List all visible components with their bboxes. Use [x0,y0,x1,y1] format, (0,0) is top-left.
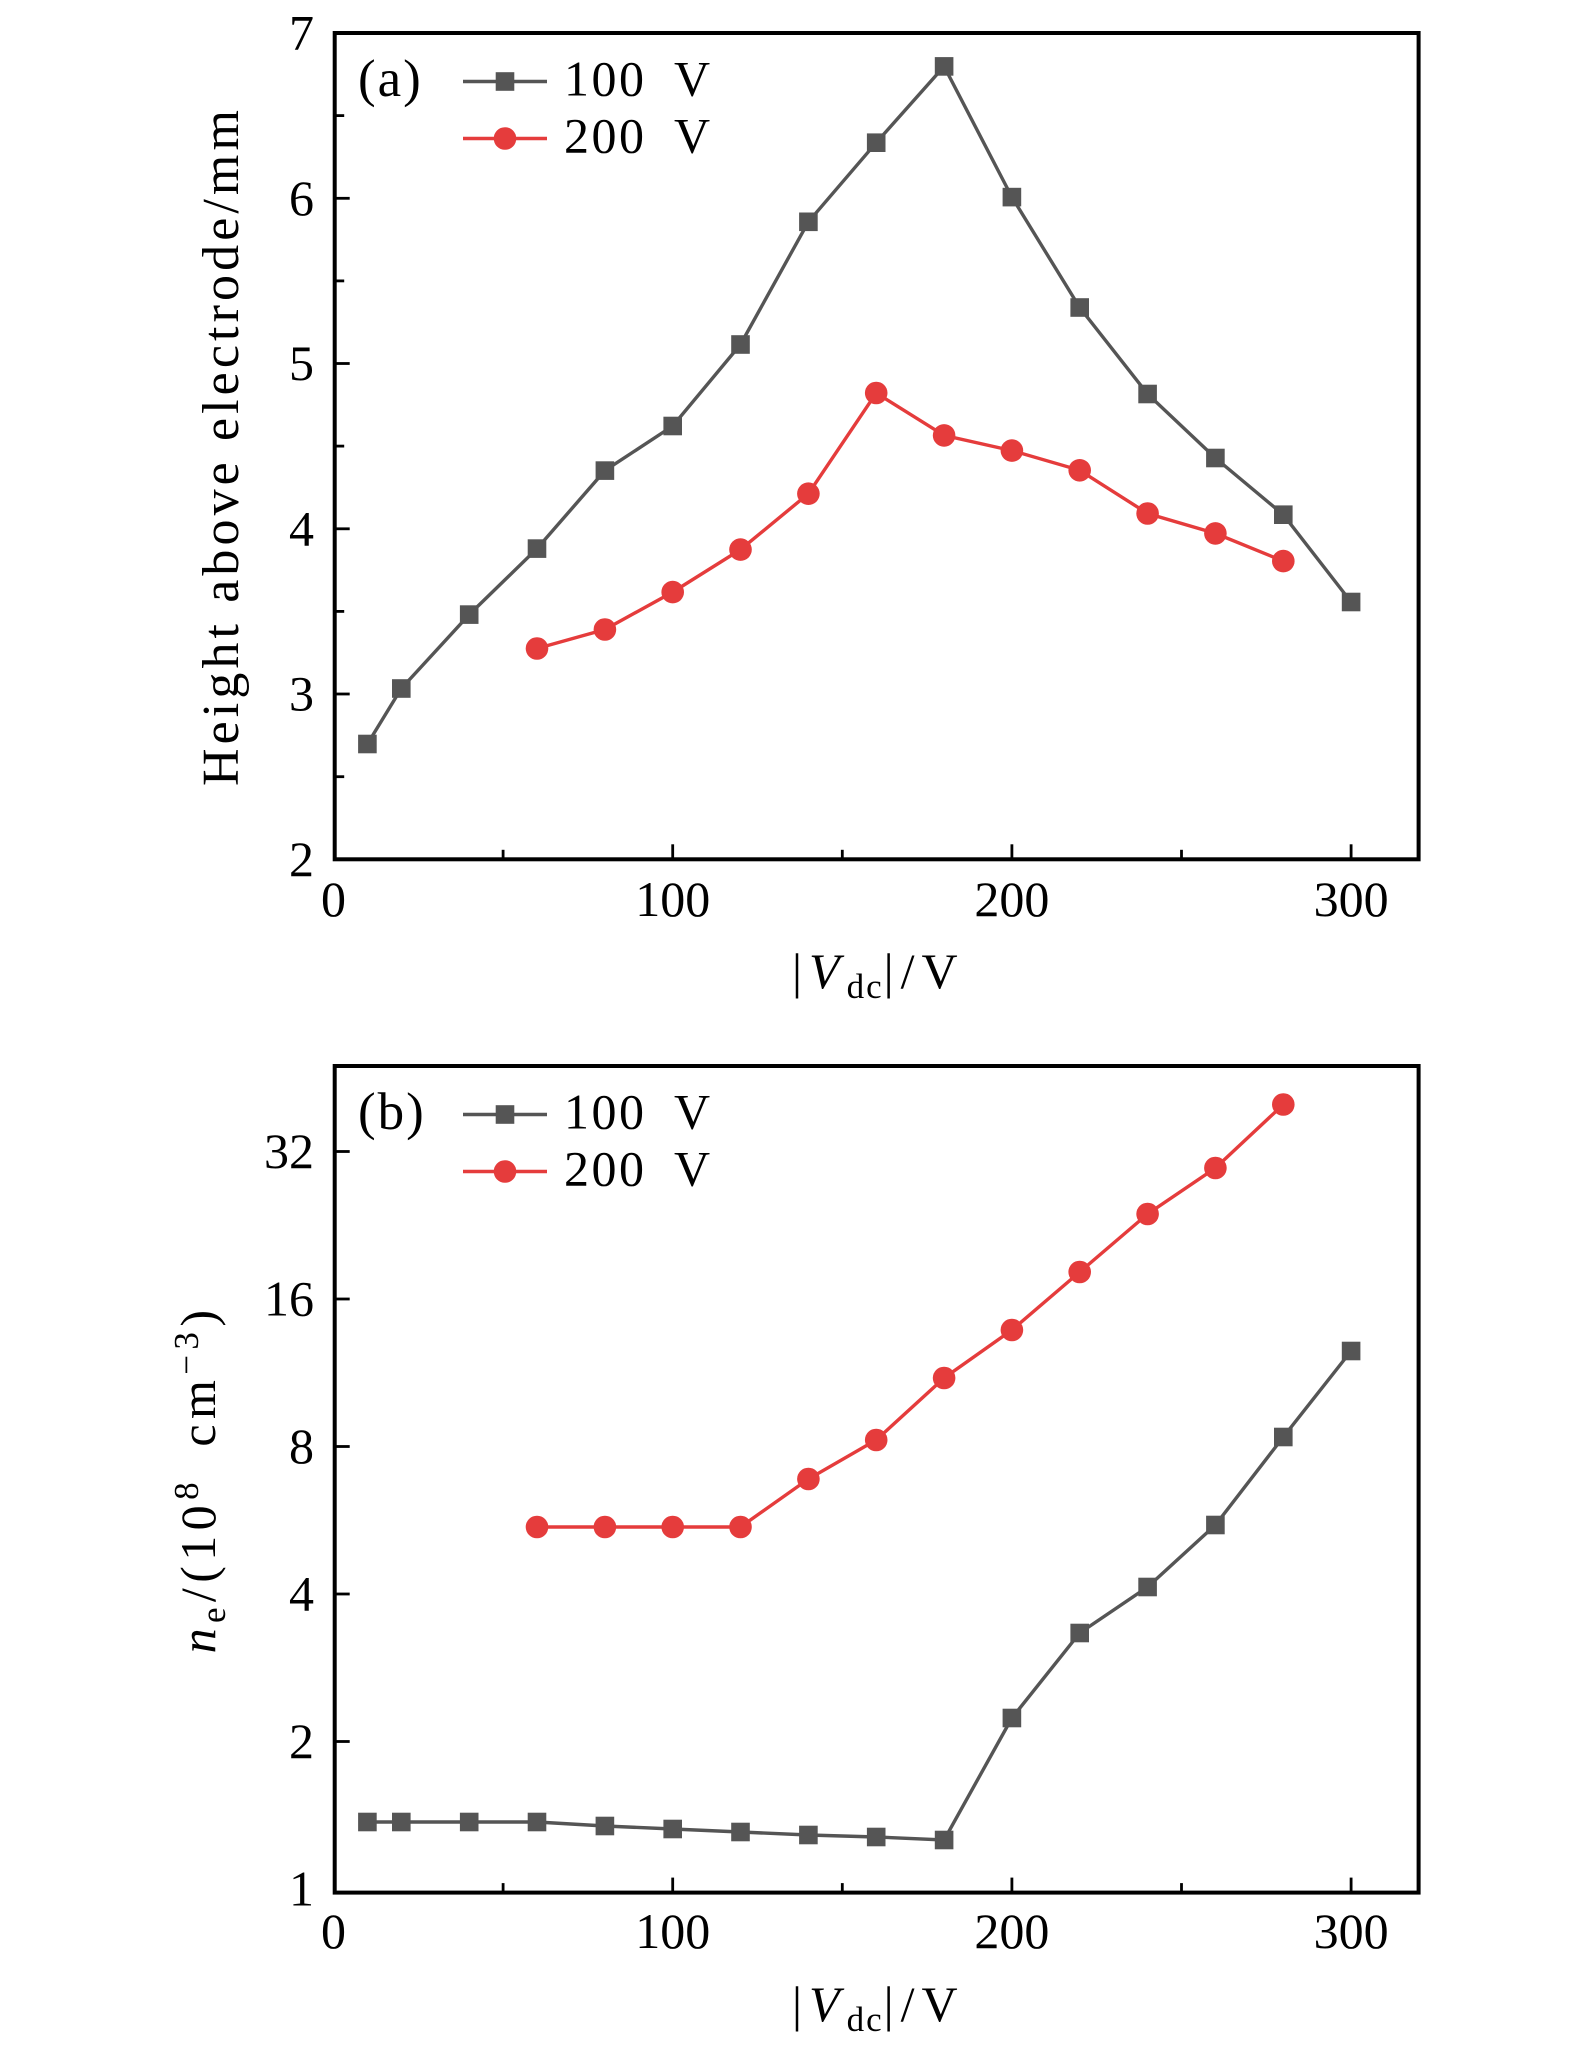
svg-text:300: 300 [1314,1903,1389,1959]
svg-text:200 V: 200 V [564,1141,713,1197]
svg-text:3: 3 [289,666,314,722]
svg-text:4: 4 [289,1566,314,1622]
svg-text:(a): (a) [358,50,423,108]
svg-text:200: 200 [974,871,1049,927]
svg-text:6: 6 [289,170,314,226]
svg-text:8: 8 [289,1418,314,1474]
svg-text:32: 32 [264,1123,314,1179]
svg-text:1: 1 [289,1861,314,1917]
svg-text:4: 4 [289,500,314,556]
svg-text:100: 100 [635,871,710,927]
svg-text:ne/(108 cm−3): ne/(108 cm−3) [167,1305,233,1654]
svg-text:100 V: 100 V [564,51,713,107]
svg-text:0: 0 [321,871,346,927]
svg-text:5: 5 [289,335,314,391]
svg-text:Height above electrode/mm: Height above electrode/mm [193,106,250,786]
svg-text:16: 16 [264,1271,314,1327]
svg-text:100: 100 [635,1903,710,1959]
svg-text:200: 200 [974,1903,1049,1959]
svg-text:2: 2 [289,831,314,887]
svg-text:2: 2 [289,1713,314,1769]
svg-text:7: 7 [289,5,314,61]
svg-text:100 V: 100 V [564,1084,713,1140]
svg-text:|Vdc|/V: |Vdc|/V [792,943,965,1006]
svg-text:(b): (b) [358,1083,426,1141]
svg-text:0: 0 [321,1903,346,1959]
svg-text:200 V: 200 V [564,108,713,164]
svg-text:300: 300 [1314,871,1389,927]
